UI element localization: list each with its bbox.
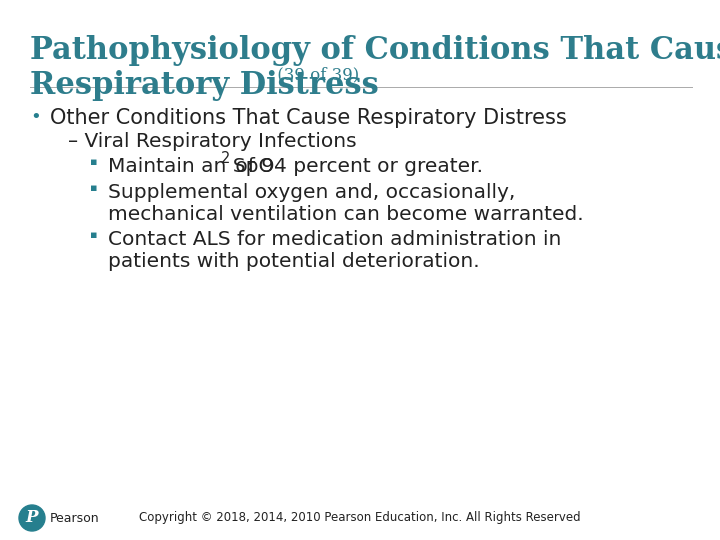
Text: patients with potential deterioration.: patients with potential deterioration. xyxy=(108,252,480,271)
Text: •: • xyxy=(30,108,41,126)
Text: Other Conditions That Cause Respiratory Distress: Other Conditions That Cause Respiratory … xyxy=(50,108,567,128)
Text: mechanical ventilation can become warranted.: mechanical ventilation can become warran… xyxy=(108,205,584,224)
Text: Contact ALS for medication administration in: Contact ALS for medication administratio… xyxy=(108,230,562,249)
Text: Respiratory Distress: Respiratory Distress xyxy=(30,70,379,101)
Text: Copyright © 2018, 2014, 2010 Pearson Education, Inc. All Rights Reserved: Copyright © 2018, 2014, 2010 Pearson Edu… xyxy=(139,511,581,524)
Text: ▪: ▪ xyxy=(90,183,97,193)
Text: Supplemental oxygen and, occasionally,: Supplemental oxygen and, occasionally, xyxy=(108,183,516,202)
Text: of 94 percent or greater.: of 94 percent or greater. xyxy=(229,157,483,176)
Text: ▪: ▪ xyxy=(90,230,97,240)
Text: Pearson: Pearson xyxy=(50,511,99,524)
Text: – Viral Respiratory Infections: – Viral Respiratory Infections xyxy=(68,132,356,151)
Text: Pathophysiology of Conditions That Cause: Pathophysiology of Conditions That Cause xyxy=(30,35,720,66)
Text: (39 of 39): (39 of 39) xyxy=(272,66,359,83)
Circle shape xyxy=(19,505,45,531)
Text: 2: 2 xyxy=(221,151,230,166)
Text: P: P xyxy=(26,510,38,526)
Text: ▪: ▪ xyxy=(90,157,97,167)
Text: Maintain an SpO: Maintain an SpO xyxy=(108,157,274,176)
